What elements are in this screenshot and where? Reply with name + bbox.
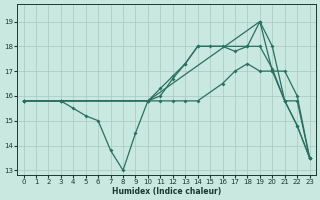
X-axis label: Humidex (Indice chaleur): Humidex (Indice chaleur) bbox=[112, 187, 221, 196]
